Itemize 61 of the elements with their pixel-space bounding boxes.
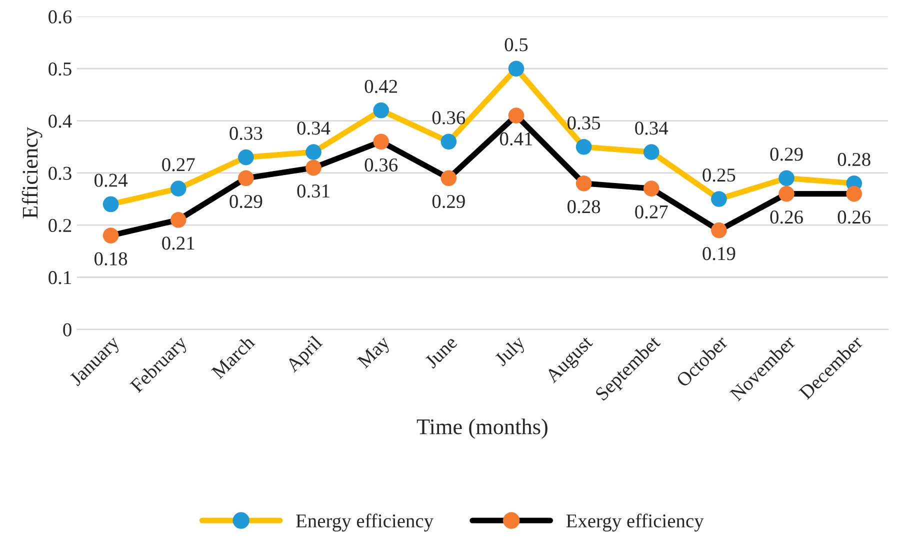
data-label: 0.21: [162, 236, 194, 250]
y-axis-title: Efficiency: [22, 126, 42, 218]
data-label: 0.35: [568, 116, 600, 130]
point: [846, 186, 862, 202]
point: [440, 170, 457, 186]
point: [102, 228, 119, 244]
y-tick-label: 0.1: [48, 271, 71, 284]
legend-label: Energy efficiency: [296, 514, 434, 532]
data-label: 0.26: [770, 210, 803, 224]
point: [306, 144, 322, 160]
point: [373, 134, 390, 150]
x-tick-label: July: [494, 334, 529, 370]
y-tick-label: 0.3: [48, 166, 72, 180]
data-label: 0.34: [297, 122, 330, 135]
y-tick-label: 0.4: [48, 114, 72, 128]
data-label: 0.42: [364, 80, 398, 94]
data-label: 0.27: [635, 205, 668, 219]
legend-label: Exergy efficiency: [566, 514, 704, 532]
data-label: 0.26: [838, 210, 871, 224]
point: [102, 196, 119, 212]
data-label: 0.19: [702, 247, 736, 260]
data-label: 0.34: [635, 122, 668, 135]
data-label: 0.29: [230, 194, 262, 208]
point: [643, 144, 660, 160]
data-label: 0.31: [297, 184, 330, 198]
data-label: 0.18: [94, 252, 128, 266]
y-tick-label: 0: [63, 323, 72, 336]
point: [306, 160, 322, 176]
data-label: 0.41: [500, 132, 532, 146]
point: [711, 191, 727, 207]
y-tick-label: 0.6: [48, 10, 72, 24]
data-label: 0.27: [162, 158, 195, 172]
data-label: 0.29: [770, 148, 803, 161]
point: [508, 60, 524, 77]
x-tick-label: May: [356, 334, 394, 372]
point: [170, 180, 186, 196]
data-label: 0.33: [230, 126, 262, 140]
data-label: 0.24: [94, 174, 128, 187]
data-label: 0.5: [504, 38, 528, 52]
point: [373, 102, 390, 118]
data-label: 0.28: [838, 152, 870, 166]
x-axis-title: Time (months): [416, 418, 548, 439]
data-label: 0.36: [364, 158, 398, 172]
y-tick-label: 0.2: [48, 218, 72, 232]
data-label: 0.28: [568, 200, 600, 214]
point: [711, 222, 727, 238]
point: [440, 134, 457, 150]
point: [508, 108, 524, 124]
point: [238, 149, 254, 166]
data-label: 0.29: [432, 194, 465, 208]
point: [778, 186, 794, 202]
point: [170, 212, 186, 228]
y-tick-label: 0.5: [48, 62, 72, 76]
point: [238, 170, 254, 186]
point: [778, 170, 794, 186]
point: [643, 180, 660, 196]
point: [576, 175, 592, 192]
data-label: 0.36: [432, 111, 466, 124]
point: [576, 138, 592, 155]
x-tick-label: June: [424, 335, 458, 369]
data-label: 0.25: [702, 168, 736, 182]
